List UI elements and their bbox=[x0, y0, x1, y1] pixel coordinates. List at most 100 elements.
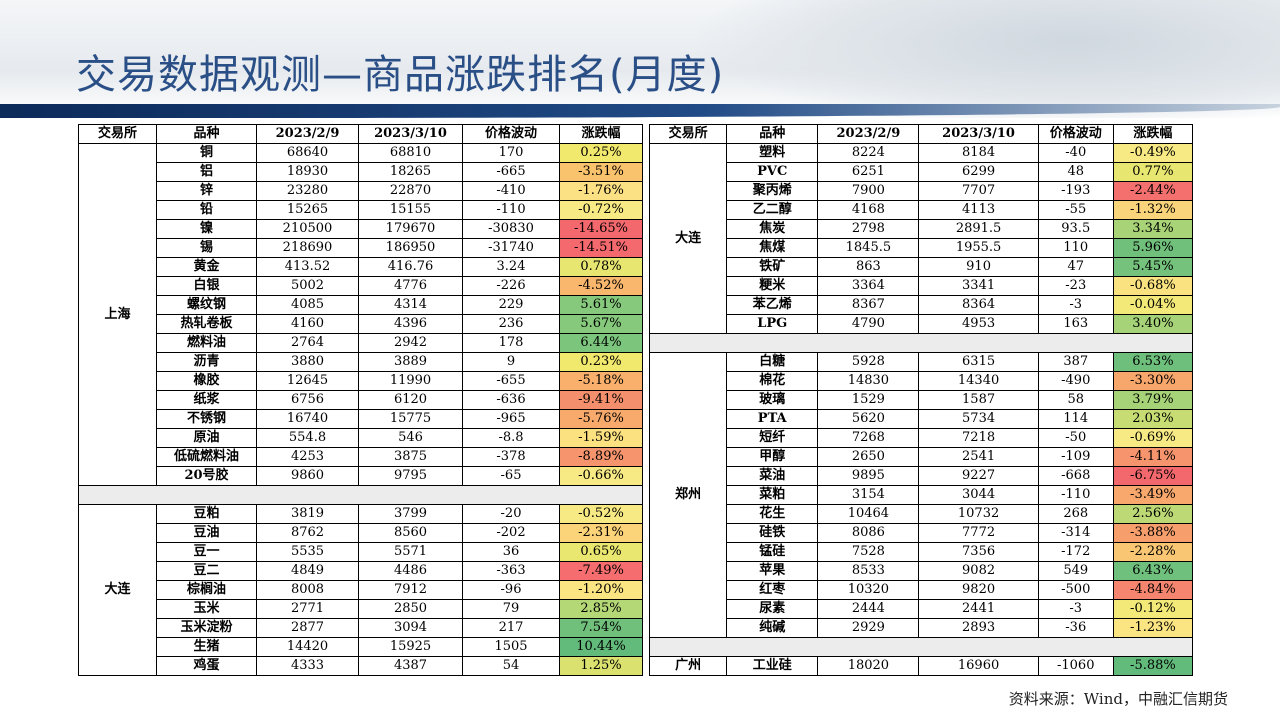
price-feb-cell: 4085 bbox=[256, 295, 359, 315]
price-mar-cell: 15155 bbox=[358, 200, 463, 220]
table-row: 粳米 3364 3341 -23 -0.68% bbox=[650, 276, 1194, 296]
price-feb-cell: 9895 bbox=[817, 466, 920, 486]
change-cell: -202 bbox=[462, 523, 560, 543]
product-cell: 菜粕 bbox=[726, 485, 819, 505]
price-mar-cell: 16960 bbox=[918, 656, 1039, 676]
pct-change-cell: -3.88% bbox=[1112, 523, 1194, 543]
price-feb-cell: 5928 bbox=[817, 352, 920, 372]
col-exchange: 交易所 bbox=[78, 124, 157, 144]
change-cell: 9 bbox=[462, 352, 560, 372]
product-cell: 乙二醇 bbox=[726, 200, 819, 220]
table-row: 豆二 4849 4486 -363 -7.49% bbox=[79, 561, 643, 581]
col-pct: 涨跌幅 bbox=[559, 124, 643, 144]
price-mar-cell: 9227 bbox=[918, 466, 1039, 486]
table-row: 铅 15265 15155 -110 -0.72% bbox=[79, 200, 643, 220]
table-row: 鸡蛋 4333 4387 54 1.25% bbox=[79, 656, 643, 676]
pct-change-cell: -1.20% bbox=[559, 580, 643, 600]
left-ranking-table: 交易所 品种 2023/2/9 2023/3/10 价格波动 涨跌幅 上海铜 68… bbox=[78, 124, 643, 676]
pct-change-cell: 3.79% bbox=[1112, 390, 1194, 410]
price-feb-cell: 2877 bbox=[256, 618, 359, 638]
price-mar-cell: 3341 bbox=[918, 276, 1039, 296]
price-mar-cell: 2942 bbox=[358, 333, 463, 353]
price-feb-cell: 14420 bbox=[256, 637, 359, 657]
price-mar-cell: 2893 bbox=[918, 618, 1039, 638]
product-cell: 苹果 bbox=[726, 561, 819, 581]
price-feb-cell: 413.52 bbox=[256, 257, 359, 277]
pct-change-cell: -6.75% bbox=[1112, 466, 1194, 486]
price-feb-cell: 8367 bbox=[817, 295, 920, 315]
pct-change-cell: -4.11% bbox=[1112, 447, 1194, 467]
change-cell: 58 bbox=[1037, 390, 1114, 410]
product-cell: 聚丙烯 bbox=[726, 181, 819, 201]
price-feb-cell: 210500 bbox=[256, 219, 359, 239]
price-mar-cell: 4486 bbox=[358, 561, 463, 581]
table-row: 短纤 7268 7218 -50 -0.69% bbox=[650, 428, 1194, 448]
pct-change-cell: -8.89% bbox=[559, 447, 643, 467]
price-mar-cell: 910 bbox=[918, 257, 1039, 277]
pct-change-cell: 2.03% bbox=[1112, 409, 1194, 429]
price-feb-cell: 5535 bbox=[256, 542, 359, 562]
price-feb-cell: 10464 bbox=[817, 504, 920, 524]
price-feb-cell: 1845.5 bbox=[817, 238, 920, 258]
product-cell: 焦煤 bbox=[726, 238, 819, 258]
table-row: 焦煤 1845.5 1955.5 110 5.96% bbox=[650, 238, 1194, 258]
price-mar-cell: 2441 bbox=[918, 599, 1039, 619]
change-cell: -55 bbox=[1037, 200, 1114, 220]
price-feb-cell: 18020 bbox=[817, 656, 920, 676]
col-product: 品种 bbox=[726, 124, 819, 144]
pct-change-cell: 6.53% bbox=[1112, 352, 1194, 372]
price-mar-cell: 6299 bbox=[918, 162, 1039, 182]
change-cell: -410 bbox=[462, 181, 560, 201]
change-cell: -23 bbox=[1037, 276, 1114, 296]
product-cell: 热轧卷板 bbox=[156, 314, 257, 334]
price-mar-cell: 3799 bbox=[358, 504, 463, 524]
price-mar-cell: 8364 bbox=[918, 295, 1039, 315]
product-cell: 尿素 bbox=[726, 599, 819, 619]
table-row: 原油 554.8 546 -8.8 -1.59% bbox=[79, 428, 643, 448]
price-mar-cell: 1955.5 bbox=[918, 238, 1039, 258]
price-mar-cell: 7218 bbox=[918, 428, 1039, 448]
price-feb-cell: 3819 bbox=[256, 504, 359, 524]
price-feb-cell: 4849 bbox=[256, 561, 359, 581]
price-feb-cell: 2771 bbox=[256, 599, 359, 619]
price-mar-cell: 3094 bbox=[358, 618, 463, 638]
pct-change-cell: 0.78% bbox=[559, 257, 643, 277]
table-row: 乙二醇 4168 4113 -55 -1.32% bbox=[650, 200, 1194, 220]
price-mar-cell: 14340 bbox=[918, 371, 1039, 391]
price-mar-cell: 4953 bbox=[918, 314, 1039, 334]
product-cell: 不锈钢 bbox=[156, 409, 257, 429]
product-cell: 20号胶 bbox=[156, 466, 257, 486]
table-row: 锡 218690 186950 -31740 -14.51% bbox=[79, 238, 643, 258]
pct-change-cell: -0.69% bbox=[1112, 428, 1194, 448]
price-mar-cell: 179670 bbox=[358, 219, 463, 239]
change-cell: -490 bbox=[1037, 371, 1114, 391]
change-cell: -50 bbox=[1037, 428, 1114, 448]
separator-cell bbox=[649, 333, 1193, 353]
change-cell: -96 bbox=[462, 580, 560, 600]
price-feb-cell: 8086 bbox=[817, 523, 920, 543]
price-mar-cell: 186950 bbox=[358, 238, 463, 258]
table-row: 豆一 5535 5571 36 0.65% bbox=[79, 542, 643, 562]
col-product: 品种 bbox=[156, 124, 257, 144]
price-feb-cell: 4253 bbox=[256, 447, 359, 467]
change-cell: -500 bbox=[1037, 580, 1114, 600]
table-row: 玉米 2771 2850 79 2.85% bbox=[79, 599, 643, 619]
product-cell: 铁矿 bbox=[726, 257, 819, 277]
change-cell: -172 bbox=[1037, 542, 1114, 562]
header-swoosh bbox=[0, 104, 1280, 118]
table-row: PVC 6251 6299 48 0.77% bbox=[650, 162, 1194, 182]
price-feb-cell: 7528 bbox=[817, 542, 920, 562]
change-cell: 114 bbox=[1037, 409, 1114, 429]
world-map-decoration bbox=[700, 0, 1280, 118]
pct-change-cell: 2.85% bbox=[559, 599, 643, 619]
product-cell: PTA bbox=[726, 409, 819, 429]
change-cell: 79 bbox=[462, 599, 560, 619]
change-cell: -965 bbox=[462, 409, 560, 429]
pct-change-cell: 5.45% bbox=[1112, 257, 1194, 277]
product-cell: 玉米淀粉 bbox=[156, 618, 257, 638]
pct-change-cell: 5.67% bbox=[559, 314, 643, 334]
price-feb-cell: 2444 bbox=[817, 599, 920, 619]
price-mar-cell: 5571 bbox=[358, 542, 463, 562]
group-separator-row bbox=[649, 333, 1193, 353]
pct-change-cell: 3.34% bbox=[1112, 219, 1194, 239]
